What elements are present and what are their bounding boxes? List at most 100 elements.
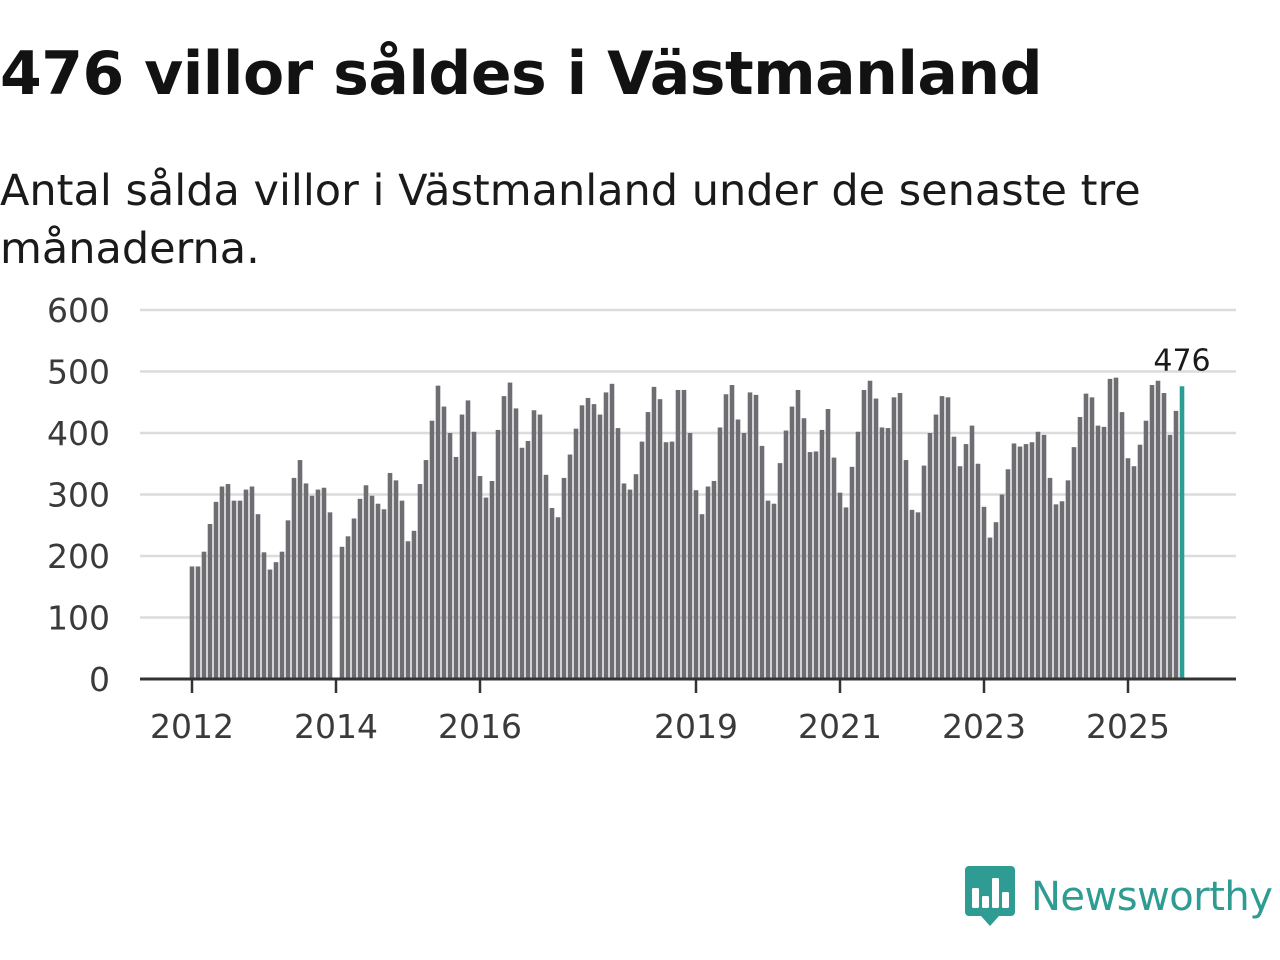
bar (411, 530, 417, 679)
bar (663, 442, 669, 679)
bar (375, 503, 381, 679)
bar (1113, 377, 1119, 679)
bar (639, 441, 645, 679)
bar (1149, 385, 1155, 679)
bar (1143, 420, 1149, 679)
bar (969, 425, 975, 679)
bar (1173, 410, 1179, 679)
bar (1083, 393, 1089, 679)
bar (765, 500, 771, 679)
bar (597, 414, 603, 679)
y-tick-label-500: 500 (47, 353, 110, 392)
bar (1023, 444, 1029, 679)
bar (345, 536, 351, 679)
bar (393, 480, 399, 679)
bar (915, 512, 921, 679)
bar (1161, 393, 1167, 679)
bar (561, 477, 567, 679)
bar (351, 518, 357, 679)
bar (1167, 434, 1173, 679)
bar (555, 517, 561, 679)
bar (369, 495, 375, 679)
bars (189, 377, 1185, 679)
bar (315, 489, 321, 679)
bar (1137, 444, 1143, 679)
bar (651, 386, 657, 679)
bar (933, 414, 939, 679)
bar (339, 546, 345, 679)
bar (801, 418, 807, 679)
bar (711, 480, 717, 679)
bar (363, 485, 369, 679)
y-axis-labels: 0 100 200 300 400 500 600 (47, 291, 110, 699)
bar (585, 397, 591, 679)
bar (447, 433, 453, 679)
bar (255, 514, 261, 679)
bar (891, 397, 897, 679)
bar (429, 420, 435, 679)
x-tick-label-2025: 2025 (1086, 707, 1170, 746)
bar (567, 454, 573, 679)
bar (621, 483, 627, 679)
x-tick-label-2012: 2012 (150, 707, 234, 746)
bar (681, 389, 687, 679)
bar (249, 486, 255, 679)
bar (483, 497, 489, 679)
bar (885, 428, 891, 679)
bar (189, 566, 195, 679)
bar (1089, 397, 1095, 679)
bar (303, 483, 309, 679)
bar (1041, 434, 1047, 679)
bar (1011, 443, 1017, 679)
bar (195, 566, 201, 679)
bar (381, 509, 387, 679)
bar (747, 392, 753, 679)
x-axis-labels: 2012 2014 2016 2019 2021 2023 2025 (150, 707, 1170, 746)
bar (405, 541, 411, 679)
bar (531, 410, 537, 679)
bar (327, 512, 333, 679)
bar (795, 389, 801, 679)
bar (273, 562, 279, 679)
bar (225, 484, 231, 679)
bar (465, 400, 471, 679)
bar-highlight (1179, 386, 1185, 679)
bar (261, 552, 267, 679)
bar (855, 431, 861, 679)
bar (441, 406, 447, 679)
y-tick-label-100: 100 (47, 599, 110, 638)
bar (735, 419, 741, 679)
bar (1017, 446, 1023, 679)
bar (633, 474, 639, 679)
bar (939, 396, 945, 679)
bar (1053, 504, 1059, 679)
y-tick-label-400: 400 (47, 414, 110, 453)
bar (981, 506, 987, 679)
bar (459, 414, 465, 679)
bar (321, 487, 327, 679)
bar (705, 486, 711, 679)
bar (1035, 431, 1041, 679)
bar (993, 522, 999, 679)
bar (717, 427, 723, 679)
chart-subtitle: Antal sålda villor i Västmanland under d… (0, 166, 1141, 274)
bar (753, 394, 759, 679)
bar (723, 394, 729, 679)
bar (435, 385, 441, 679)
bar (513, 408, 519, 679)
bar (207, 524, 213, 679)
bar (957, 466, 963, 679)
bar (267, 569, 273, 679)
bar (1119, 412, 1125, 679)
bar (729, 385, 735, 679)
x-axis (140, 677, 1236, 693)
bar (417, 484, 423, 679)
bar (999, 494, 1005, 679)
bar (759, 445, 765, 679)
bar (837, 492, 843, 679)
bar (783, 430, 789, 679)
bar (963, 444, 969, 679)
bar (927, 433, 933, 679)
bar (1101, 426, 1107, 679)
